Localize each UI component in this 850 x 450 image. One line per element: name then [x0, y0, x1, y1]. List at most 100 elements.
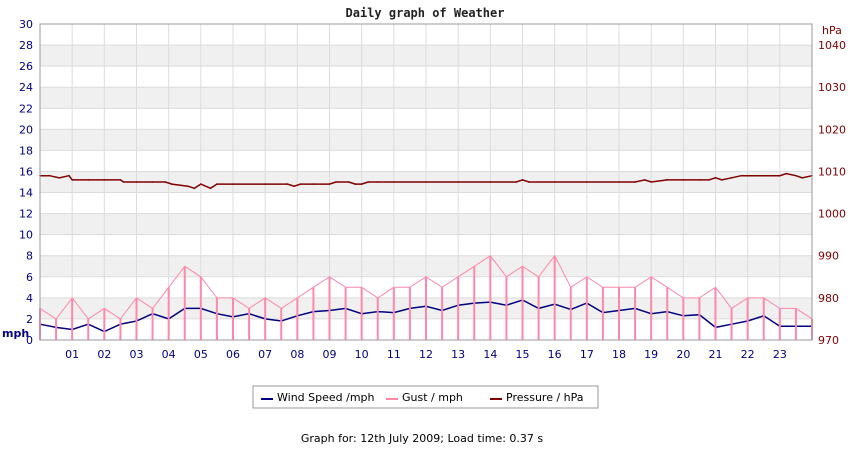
y-right-tick-label: 990	[818, 250, 839, 263]
pressure-point	[698, 179, 701, 181]
y-left-tick-label: 20	[19, 123, 33, 136]
x-tick-label: 18	[612, 348, 626, 361]
x-tick-label: 20	[676, 348, 690, 361]
tick-labels: 0246810121416182022242628309709809901000…	[19, 18, 846, 361]
x-tick-label: 03	[130, 348, 144, 361]
y-left-tick-label: 0	[26, 334, 33, 347]
pressure-point	[779, 174, 781, 177]
pressure-point	[58, 176, 61, 179]
pressure-point	[666, 179, 669, 181]
y-left-tick-label: 24	[19, 81, 33, 94]
x-tick-label: 13	[451, 348, 465, 361]
x-tick-label: 16	[548, 348, 562, 361]
pressure-point	[299, 183, 302, 185]
x-tick-label: 22	[741, 348, 755, 361]
x-tick-label: 23	[773, 348, 787, 361]
pressure-point	[68, 174, 70, 177]
pressure-point	[618, 181, 620, 183]
pressure-point	[200, 183, 202, 185]
y-right-tick-label: 1040	[818, 39, 846, 52]
pressure-point	[643, 179, 646, 181]
right-axis-unit: hPa	[822, 24, 842, 37]
pressure-point	[708, 179, 710, 181]
pressure-point	[232, 183, 234, 185]
x-tick-label: 09	[323, 348, 337, 361]
legend-label: Pressure / hPa	[506, 391, 584, 404]
pressure-point	[312, 183, 315, 185]
x-tick-label: 11	[387, 348, 401, 361]
y-right-tick-label: 980	[818, 292, 839, 305]
pressure-point	[714, 176, 717, 179]
pressure-point	[171, 183, 173, 185]
series-layer	[39, 172, 813, 340]
x-tick-label: 14	[483, 348, 497, 361]
pressure-point	[721, 179, 723, 181]
y-left-tick-label: 14	[19, 187, 33, 200]
pressure-point	[122, 181, 125, 183]
legend-label: Wind Speed /mph	[277, 391, 375, 404]
pressure-point	[515, 181, 517, 183]
y-left-tick-label: 6	[26, 271, 33, 284]
pressure-point	[209, 187, 212, 190]
y-left-tick-label: 10	[19, 229, 33, 242]
legend: Wind Speed /mph Gust / mph Pressure / hPa	[252, 385, 599, 409]
pressure-point	[71, 179, 73, 181]
pressure-point	[135, 181, 138, 183]
pressure-point	[360, 183, 363, 185]
pressure-point	[785, 172, 788, 175]
x-tick-label: 05	[194, 348, 208, 361]
x-tick-label: 06	[226, 348, 240, 361]
plot-frame	[39, 23, 813, 341]
chart-title: Daily graph of Weather	[346, 6, 505, 20]
pressure-point	[528, 181, 530, 183]
pressure-point	[216, 183, 218, 185]
pressure-point	[634, 181, 636, 183]
series-2	[39, 172, 813, 190]
pressure-point	[335, 181, 337, 183]
pressure-point	[393, 181, 395, 183]
pressure-point	[354, 183, 357, 185]
y-left-tick-label: 28	[19, 39, 33, 52]
pressure-point	[586, 181, 588, 183]
pressure-point	[328, 183, 331, 185]
pressure-point	[151, 181, 154, 183]
pressure-point	[521, 179, 524, 181]
pressure-point	[87, 179, 90, 181]
axes	[39, 23, 813, 341]
pressure-point	[730, 176, 733, 179]
y-left-tick-label: 26	[19, 60, 33, 73]
y-left-tick-label: 2	[26, 313, 33, 326]
legend-label: Gust / mph	[402, 391, 463, 404]
pressure-point	[746, 174, 749, 177]
pressure-point	[553, 181, 556, 183]
pressure-point	[650, 181, 652, 183]
pressure-point	[682, 179, 685, 181]
y-left-tick-label: 16	[19, 165, 33, 178]
pressure-point	[348, 181, 350, 183]
y-right-tick-label: 1010	[818, 165, 846, 178]
pressure-point	[367, 181, 369, 183]
y-right-tick-label: 1000	[818, 208, 846, 221]
pressure-point	[795, 174, 797, 177]
x-tick-label: 08	[290, 348, 304, 361]
x-tick-label: 01	[65, 348, 79, 361]
pressure-point	[801, 176, 804, 179]
pressure-point	[376, 181, 379, 183]
pressure-point	[193, 187, 196, 190]
pressure-point	[425, 181, 427, 183]
footer-text: Graph for: 12th July 2009; Load time: 0.…	[301, 432, 544, 445]
x-tick-label: 19	[644, 348, 658, 361]
pressure-point	[293, 185, 295, 188]
x-tick-label: 21	[709, 348, 723, 361]
left-axis-unit: mph	[2, 327, 29, 340]
y-left-tick-label: 22	[19, 102, 33, 115]
x-tick-label: 04	[162, 348, 176, 361]
x-tick-label: 10	[355, 348, 369, 361]
pressure-point	[264, 183, 266, 185]
pressure-point	[48, 174, 51, 177]
y-left-tick-label: 8	[26, 250, 33, 263]
y-right-tick-label: 1020	[818, 123, 846, 136]
x-tick-label: 17	[580, 348, 594, 361]
x-tick-label: 12	[419, 348, 433, 361]
y-right-tick-label: 970	[818, 334, 839, 347]
